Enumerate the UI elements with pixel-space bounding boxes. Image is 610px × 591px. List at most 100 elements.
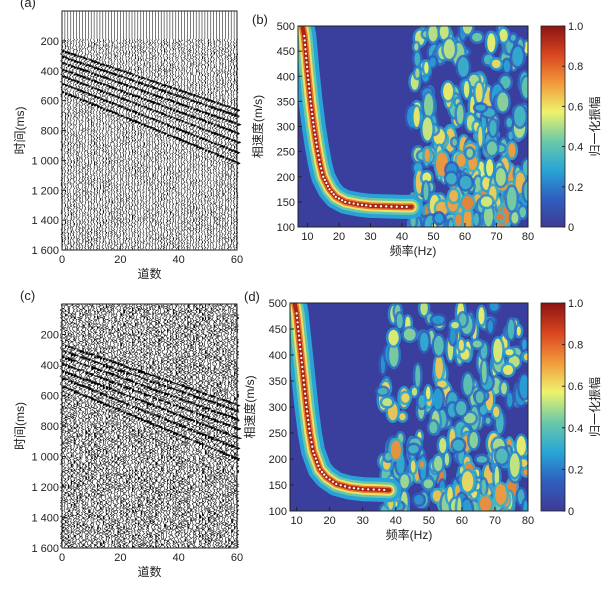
seismic-trace-fill [112,401,113,402]
seismic-trace-fill [80,243,81,244]
noise-blob [472,33,482,42]
seismic-trace-fill [106,85,109,86]
noise-blob [432,316,444,324]
seismic-trace-fill [117,76,119,78]
seismic-trace-fill [222,193,223,196]
seismic-trace-fill [85,78,88,79]
seismic-trace-fill [150,385,151,386]
noise-blob [476,456,487,463]
seismic-trace-fill [176,342,177,343]
noise-blob [445,453,449,465]
seismic-trace-fill [132,127,133,128]
y-tick-label: 100 [277,222,295,234]
noise-blob [482,361,487,383]
seismic-trace-fill [112,45,113,46]
x-tick-label: 10 [301,231,313,243]
y-tick-label: 400 [41,66,59,78]
curve-point [373,488,375,490]
curve-point [304,44,306,46]
seismic-trace-fill [97,311,98,312]
seismic-trace-fill [161,181,162,182]
seismic-trace [87,11,92,249]
seismic-trace-fill [193,159,194,160]
noise-blob [433,389,443,410]
seismic-trace-fill [147,516,148,517]
noise-blob [492,60,501,69]
noise-blob [411,460,416,472]
seismic-trace-fill [94,311,95,312]
seismic-trace-fill [97,137,98,138]
seismic-trace-fill [77,118,78,119]
seismic-trace [235,11,241,249]
seismic-trace-fill [117,162,118,163]
seismic-trace-fill [132,471,133,472]
curve-point [305,406,307,408]
seismic-trace-fill [77,508,78,509]
seismic-trace-fill [103,123,104,124]
seismic-trace-fill [225,458,226,459]
seismic-trace-fill [68,182,69,183]
seismic-trace-fill [222,190,223,191]
seismic-trace-fill [120,179,121,180]
x-tick-label: 60 [231,254,243,266]
seismic-trace-fill [161,140,162,141]
seismic-trace-fill [109,330,111,331]
seismic-trace-fill [77,480,78,481]
seismic-trace-fill [193,325,195,328]
noise-blob [459,340,464,351]
curve-point [296,312,298,314]
x-tick-label: 40 [173,552,185,564]
x-tick-label: 50 [427,231,439,243]
x-tick-label: 20 [114,254,126,266]
seismic-trace-fill [65,138,66,140]
x-tick-label: 60 [459,231,471,243]
seismic-trace-fill [205,373,206,374]
noise-blob [478,307,484,324]
seismic-trace-fill [199,223,200,225]
seismic-trace-fill [97,547,98,548]
noise-blob [435,214,444,223]
seismic-trace-fill [231,364,232,365]
curve-point [380,205,382,207]
seismic-trace-fill [196,240,197,241]
seismic-trace-fill [68,149,69,151]
seismic-trace-fill [164,243,165,244]
seismic-trace-fill [77,325,78,327]
seismic-trace-fill [109,381,112,383]
noise-blob [424,182,429,200]
noise-blob [434,336,444,355]
seismic-trace-fill [152,547,153,548]
seismic-traces [60,11,241,249]
seismic-trace-fill [179,492,181,493]
noise-blob [458,57,469,77]
seismic-trace-fill [141,120,142,121]
colorbar-tick-label: 1.0 [568,21,583,33]
seismic-trace-fill [158,112,161,113]
curve-point [318,159,320,161]
seismic-trace-fill [176,359,178,360]
seismic-trace [235,304,242,547]
noise-blob [414,43,418,50]
seismic-trace-fill [211,385,213,386]
seismic-trace-fill [161,306,162,307]
seismic-trace-fill [147,63,148,64]
seismic-trace-fill [187,461,188,462]
curve-point [299,348,301,350]
y-tick-label: 1 200 [31,482,59,494]
seismic-trace-fill [231,413,232,415]
seismic-trace-fill [170,482,171,483]
seismic-trace-fill [202,214,203,215]
seismic-trace-fill [123,149,124,150]
seismic-trace-fill [88,102,91,104]
seismic-trace-fill [196,334,198,335]
curve-point [375,205,377,207]
seismic-trace-fill [170,527,171,529]
seismic-trace-fill [94,371,95,373]
seismic-trace-fill [211,107,214,109]
seismic-trace-fill [129,42,130,43]
seismic-trace-fill [126,184,127,185]
x-tick-label: 70 [490,231,502,243]
seismic-trace-fill [91,208,92,209]
